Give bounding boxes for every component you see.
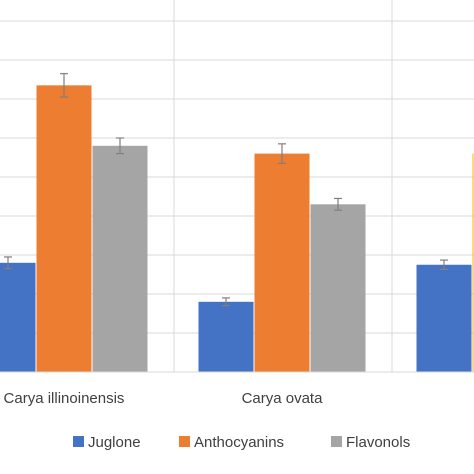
legend: Juglone Anthocyanins Flavonols (73, 434, 410, 451)
legend-swatch (73, 436, 84, 447)
legend-label: Juglone (88, 434, 141, 451)
bar (0, 262, 36, 372)
bar (92, 145, 148, 372)
bar (198, 301, 254, 372)
legend-label: Anthocyanins (194, 434, 284, 451)
bar (36, 85, 92, 372)
x-tick-label: Carya illinoinensis (4, 390, 125, 407)
bars-group (0, 85, 474, 372)
bar (310, 204, 366, 372)
bar (254, 153, 310, 372)
legend-swatch (179, 436, 190, 447)
bar (416, 264, 472, 372)
legend-swatch (331, 436, 342, 447)
error-bars-group (4, 73, 448, 307)
legend-label: Flavonols (346, 434, 410, 451)
x-tick-label: Carya ovata (242, 390, 324, 407)
bar-partial (472, 153, 474, 372)
